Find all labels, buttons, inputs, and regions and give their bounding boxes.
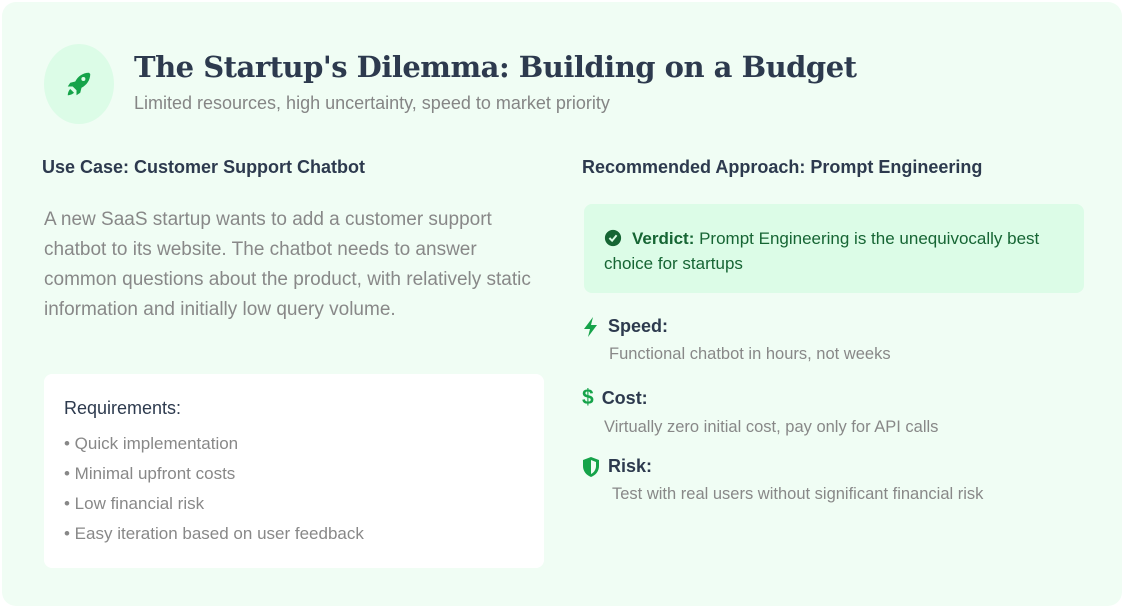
requirement-item: • Easy iteration based on user feedback bbox=[64, 524, 364, 543]
point-title: Speed: bbox=[608, 316, 669, 336]
requirements-box: Requirements: • Quick implementation • M… bbox=[44, 374, 544, 568]
dollar-icon: $ bbox=[582, 386, 594, 409]
page-subtitle: Limited resources, high uncertainty, spe… bbox=[134, 93, 610, 113]
verdict-label: Verdict: bbox=[632, 229, 695, 248]
point-risk: Risk: Test with real users without signi… bbox=[582, 456, 1082, 504]
point-desc: Virtually zero initial cost, pay only fo… bbox=[604, 418, 939, 436]
approach-heading: Recommended Approach: Prompt Engineering bbox=[582, 157, 983, 177]
verdict-text: Prompt Engineering is the unequivocally … bbox=[604, 229, 1040, 273]
point-desc: Test with real users without significant… bbox=[612, 485, 984, 503]
point-cost: $ Cost: Virtually zero initial cost, pay … bbox=[582, 386, 1082, 437]
use-case-description: A new SaaS startup wants to add a custom… bbox=[44, 209, 531, 320]
point-title: Risk: bbox=[608, 456, 653, 476]
check-circle-icon bbox=[604, 229, 622, 247]
point-speed: Speed: Functional chatbot in hours, not … bbox=[582, 316, 1082, 364]
bolt-icon bbox=[584, 316, 597, 337]
shield-icon bbox=[583, 456, 599, 477]
requirement-item: • Minimal upfront costs bbox=[64, 464, 236, 483]
point-desc: Functional chatbot in hours, not weeks bbox=[609, 345, 891, 363]
page-title: The Startup's Dilemma: Building on a Bud… bbox=[134, 50, 857, 84]
verdict-box: Verdict: Prompt Engineering is the unequ… bbox=[584, 204, 1084, 293]
requirements-title: Requirements: bbox=[64, 398, 182, 418]
point-title: Cost: bbox=[601, 387, 648, 408]
rocket-icon-badge bbox=[44, 44, 114, 124]
rocket-icon bbox=[67, 72, 91, 96]
requirement-item: • Low financial risk bbox=[64, 494, 205, 513]
use-case-heading: Use Case: Customer Support Chatbot bbox=[42, 157, 366, 177]
requirement-item: • Quick implementation bbox=[64, 434, 239, 453]
